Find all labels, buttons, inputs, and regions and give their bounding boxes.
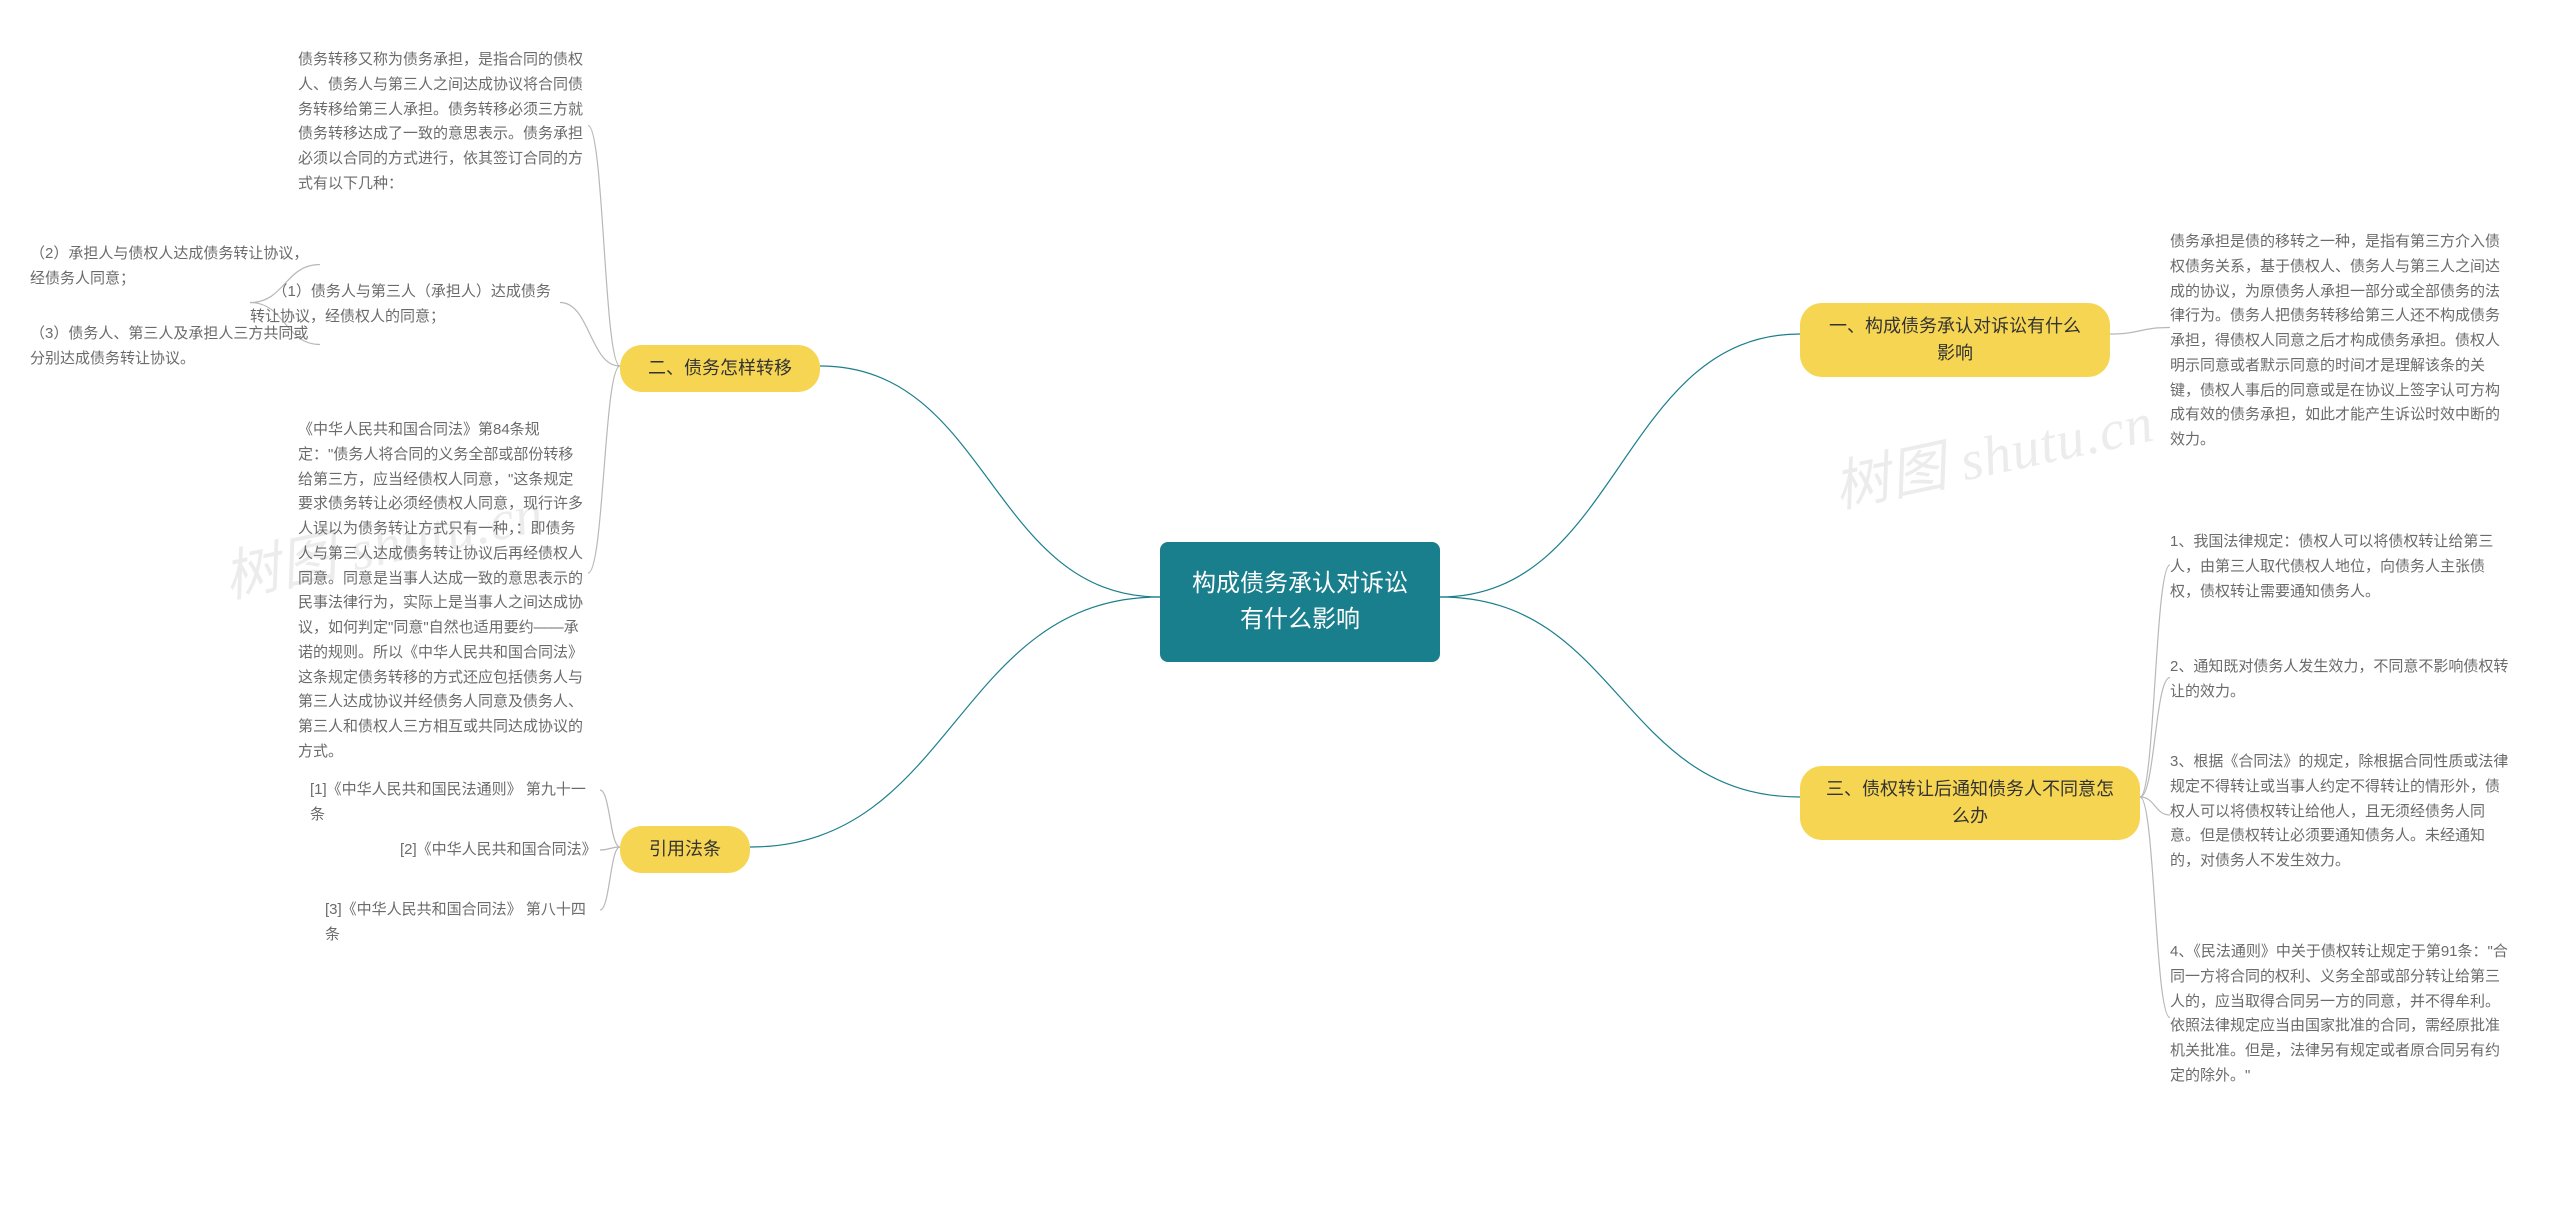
center-node: 构成债务承认对诉讼有什么影响 [1160, 542, 1440, 662]
connector [600, 790, 620, 847]
connector [1440, 597, 1800, 797]
connector [2140, 797, 2170, 1018]
leaf-node: （3）债务人、第三人及承担人三方共同或分别达成债务转让协议。 [30, 322, 320, 372]
connector [1440, 334, 1800, 597]
leaf-node: 4、《民法通则》中关于债权转让规定于第91条："合同一方将合同的权利、义务全部或… [2170, 940, 2510, 1089]
branch-node: 二、债务怎样转移 [620, 345, 820, 392]
connector [2140, 678, 2170, 798]
leaf-node: [3]《中华人民共和国合同法》 第八十四条 [325, 898, 600, 948]
leaf-node: [1]《中华人民共和国民法通则》 第九十一条 [310, 778, 600, 828]
leaf-node: 债务承担是债的移转之一种，是指有第三方介入债权债务关系，基于债权人、债务人与第三… [2170, 230, 2510, 453]
leaf-node: [2]《中华人民共和国合同法》 [400, 838, 600, 863]
connector [588, 366, 620, 573]
connector [2140, 565, 2170, 797]
leaf-node: 债务转移又称为债务承担，是指合同的债权人、债务人与第三人之间达成协议将合同债务转… [298, 48, 588, 197]
leaf-node: （2）承担人与债权人达成债务转让协议，经债务人同意； [30, 242, 320, 292]
connector [600, 847, 620, 850]
connector [588, 126, 620, 367]
connector [750, 597, 1160, 847]
leaf-node: 1、我国法律规定：债权人可以将债权转让给第三人，由第三人取代债权人地位，向债务人… [2170, 530, 2510, 604]
connector [820, 366, 1160, 597]
leaf-node: 3、根据《合同法》的规定，除根据合同性质或法律规定不得转让或当事人约定不得转让的… [2170, 750, 2510, 874]
leaf-node: 《中华人民共和国合同法》第84条规定："债务人将合同的义务全部或部份转移给第三方… [298, 418, 588, 765]
branch-node: 三、债权转让后通知债务人不同意怎么办 [1800, 766, 2140, 840]
leaf-node: 2、通知既对债务人发生效力，不同意不影响债权转让的效力。 [2170, 655, 2510, 705]
connector [600, 847, 620, 910]
connector [560, 303, 620, 367]
watermark: 树图 shutu.cn [1825, 377, 2160, 524]
connector [2140, 797, 2170, 815]
connector [2110, 328, 2170, 335]
branch-node: 一、构成债务承认对诉讼有什么影响 [1800, 303, 2110, 377]
branch-node: 引用法条 [620, 826, 750, 873]
